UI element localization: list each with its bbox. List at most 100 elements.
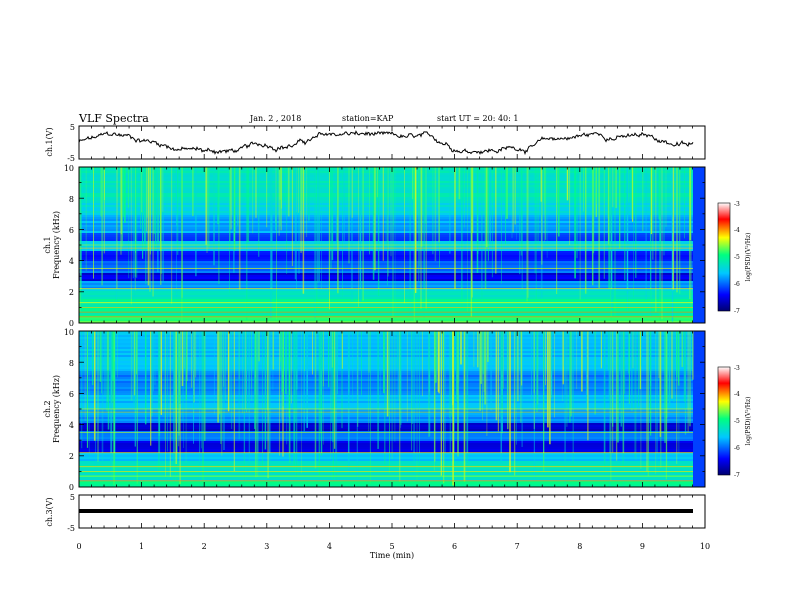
spectrogram-band bbox=[79, 443, 693, 445]
spectrogram-band bbox=[79, 249, 693, 251]
spectrogram-band bbox=[79, 387, 693, 389]
ch2-cbar-tick-m6: -6 bbox=[734, 445, 740, 452]
spectrogram-band bbox=[79, 303, 693, 305]
spectrogram-band bbox=[79, 365, 693, 367]
ch1-ylabel: ch.1(V) bbox=[45, 127, 54, 156]
xtick-9: 9 bbox=[640, 542, 645, 551]
xtick-2: 2 bbox=[202, 542, 207, 551]
xtick-5: 5 bbox=[389, 542, 394, 551]
spectrogram-band bbox=[79, 469, 693, 471]
axis-ticks bbox=[78, 126, 706, 528]
spectrogram-band bbox=[79, 269, 693, 271]
spectrogram-band bbox=[79, 435, 693, 437]
ch1-cbar-tick-m4: -4 bbox=[734, 227, 740, 234]
spectrogram-band bbox=[79, 321, 693, 323]
spectrogram-band bbox=[79, 427, 693, 429]
spectrogram-band bbox=[79, 273, 693, 275]
spectrogram-band bbox=[79, 361, 693, 363]
spectrogram-band bbox=[79, 297, 693, 299]
ch1-spec-channel-label: ch.1 bbox=[43, 236, 52, 253]
spectrogram-band bbox=[79, 367, 693, 369]
spectrogram-band bbox=[79, 381, 693, 383]
ch3-ytick-bottom: -5 bbox=[67, 524, 75, 533]
spectrogram-band bbox=[79, 477, 693, 479]
spectrogram-band bbox=[79, 355, 693, 357]
spectrogram-band bbox=[79, 375, 693, 377]
ch2-spectrogram-image bbox=[79, 331, 694, 487]
spectrogram-band bbox=[79, 369, 693, 371]
ch1-spec-ytick-10: 10 bbox=[64, 164, 74, 173]
ch1-spectrogram-image bbox=[79, 167, 693, 323]
ch1-spec-ytick-6: 6 bbox=[69, 226, 74, 235]
spectrogram-band bbox=[79, 451, 693, 453]
spectrogram-band bbox=[79, 255, 693, 257]
spectrogram-band bbox=[79, 463, 693, 465]
ch1-cbar-tick-m5: -5 bbox=[734, 254, 740, 261]
spectrogram-band bbox=[79, 461, 693, 463]
spectrogram-band bbox=[79, 465, 693, 467]
spectrogram-band bbox=[79, 437, 693, 439]
spectrogram-band bbox=[79, 471, 693, 473]
spectrogram-band bbox=[79, 271, 693, 273]
spectrogram-band bbox=[79, 341, 693, 343]
xtick-1: 1 bbox=[139, 542, 144, 551]
spectrogram-band bbox=[79, 315, 693, 317]
start-ut-label: start UT = 20: 40: 1 bbox=[437, 114, 519, 123]
spectrogram-band bbox=[79, 385, 693, 387]
spectrogram-band bbox=[79, 283, 693, 285]
ch2-spec-ytick-8: 8 bbox=[69, 359, 74, 368]
spectrogram-band bbox=[79, 383, 693, 385]
spectrogram-band bbox=[79, 261, 693, 263]
spectrogram-band bbox=[79, 389, 693, 391]
spectrogram-band bbox=[79, 467, 693, 469]
spectrogram-band bbox=[79, 473, 693, 475]
spectrogram-band bbox=[79, 373, 693, 375]
date-label: Jan. 2 , 2018 bbox=[250, 114, 302, 123]
ch1-cbar-tick-m6: -6 bbox=[734, 281, 740, 288]
spectrogram-band bbox=[79, 457, 693, 459]
ch1-waveform-line bbox=[78, 130, 694, 156]
spectrogram-band bbox=[79, 379, 693, 381]
spectrogram-band bbox=[79, 419, 693, 421]
spectrogram-band bbox=[79, 343, 693, 345]
spectrogram-band bbox=[79, 415, 693, 417]
ch1-cbar-label: log(PSD)(V²/Hz) bbox=[745, 233, 752, 282]
xtick-8: 8 bbox=[577, 542, 582, 551]
spectrogram-band bbox=[79, 333, 693, 335]
xtick-4: 4 bbox=[327, 542, 332, 551]
spectrogram-band bbox=[79, 377, 693, 379]
spectrogram-band bbox=[79, 357, 693, 359]
spectrogram-band bbox=[79, 409, 693, 411]
panel-ch1-waveform: 5 -5 ch.1(V) bbox=[45, 123, 706, 163]
ch2-spec-ytick-6: 6 bbox=[69, 390, 74, 399]
spectrogram-band bbox=[79, 313, 693, 315]
ch2-colorbar bbox=[717, 366, 731, 476]
spectrogram-band bbox=[79, 445, 693, 447]
ch1-ytick-bottom: -5 bbox=[67, 154, 75, 163]
spectrogram-band bbox=[79, 287, 693, 289]
spectrogram-band bbox=[79, 417, 693, 419]
panel-ch1-spectrogram: 0 2 4 6 8 10 ch.1 Frequency (kHz) -3 -4 … bbox=[43, 164, 752, 328]
spectrogram-band bbox=[79, 257, 693, 259]
spectrogram-band bbox=[79, 259, 693, 261]
spectrogram-band bbox=[79, 277, 693, 279]
spectrogram-band bbox=[79, 285, 693, 287]
spectrogram-band bbox=[79, 405, 693, 407]
ch2-spec-channel-label: ch.2 bbox=[43, 400, 52, 417]
ch1-colorbar bbox=[717, 202, 731, 312]
spectrogram-band bbox=[79, 319, 693, 321]
spectrogram-band bbox=[79, 399, 693, 401]
spectrogram-band bbox=[79, 301, 693, 303]
spectrogram-band bbox=[79, 263, 693, 265]
ch2-cbar-tick-m3: -3 bbox=[734, 365, 740, 372]
spectrogram-band bbox=[79, 331, 693, 333]
spectrogram-band bbox=[79, 403, 693, 405]
spectrogram-band bbox=[79, 433, 693, 435]
spectrogram-band bbox=[79, 299, 693, 301]
ch3-ylabel: ch.3(V) bbox=[45, 497, 54, 526]
spectrogram-band bbox=[79, 363, 693, 365]
xtick-6: 6 bbox=[452, 542, 457, 551]
spectrogram-band bbox=[79, 479, 693, 481]
spectrogram-band bbox=[79, 455, 693, 457]
spectrogram-band bbox=[79, 293, 693, 295]
